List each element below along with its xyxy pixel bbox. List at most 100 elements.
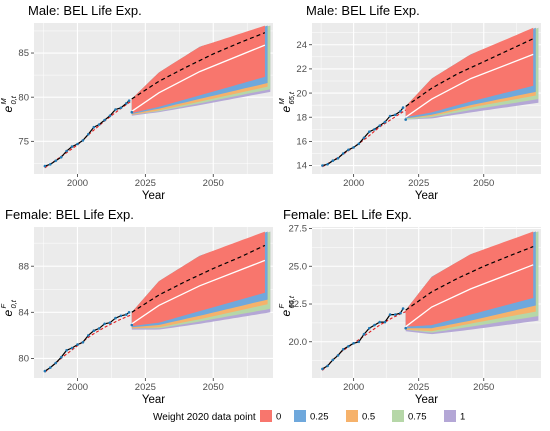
x-tick-label: 2050	[203, 382, 224, 393]
x-tick-label: 2000	[343, 178, 364, 189]
y-axis-label: eM0,t	[0, 95, 18, 112]
x-tick-label: 2050	[473, 178, 494, 189]
y-tick-label: 16	[296, 137, 307, 148]
y-tick-label: 22.5	[289, 299, 308, 310]
observed-point	[336, 354, 340, 357]
observed-point	[404, 118, 408, 121]
observed-point	[43, 164, 47, 168]
observed-point	[65, 349, 68, 352]
observed-point	[378, 320, 382, 324]
observed-point	[108, 114, 112, 117]
y-tick-label: 85	[18, 48, 29, 59]
observed-point	[125, 313, 128, 316]
fan-band-weight-0	[405, 231, 534, 327]
x-tick-label: 2000	[343, 382, 364, 393]
median-projection-line	[131, 44, 266, 112]
observed-point	[331, 358, 335, 362]
observed-point	[341, 348, 345, 351]
panel-male-e0: Male: BEL Life Exp. 2000 2025 2050 75 80 85 Yea…	[0, 3, 273, 202]
y-axis-label-sup: M	[0, 98, 8, 105]
panel-female-e65: Female: BEL Life Exp. 2000 2025 2050 20.0 22.…	[277, 207, 541, 406]
y-tick-label: 80	[18, 354, 29, 365]
observed-point	[76, 142, 79, 146]
x-axis-label: Year	[415, 190, 438, 202]
observed-point	[336, 157, 340, 160]
observed-point	[103, 322, 106, 326]
panel-female-e0: Female: BEL Life Exp. 2000 2025 2050 80 84 88 Y…	[0, 207, 273, 406]
observed-point	[394, 113, 397, 117]
observed-point	[49, 366, 52, 369]
observed-point	[383, 120, 387, 124]
observed-point	[368, 130, 371, 133]
observed-point	[326, 163, 329, 166]
y-tick-label: 22	[296, 64, 307, 75]
observed-point	[119, 106, 123, 110]
fan-band-weight-0	[405, 27, 534, 118]
observed-point	[352, 342, 355, 345]
observed-point	[81, 341, 85, 344]
observed-point	[388, 313, 392, 316]
y-axis-label: eF 65,t	[277, 295, 296, 316]
observed-point	[127, 311, 131, 314]
observed-point	[92, 329, 96, 333]
observed-point	[54, 361, 57, 365]
observed-point	[399, 311, 402, 315]
observed-point	[326, 364, 329, 368]
observed-point	[357, 340, 361, 344]
y-tick-label: 14	[296, 161, 307, 172]
y-axis-label-sub: 65,t	[287, 91, 296, 104]
observed-point	[54, 159, 57, 163]
observed-point	[362, 136, 366, 140]
y-axis-label-sup: M	[277, 98, 286, 105]
observed-point	[368, 326, 371, 330]
y-axis-label-base: e	[1, 106, 15, 113]
observed-point	[401, 106, 405, 109]
y-tick-label: 24	[296, 40, 307, 51]
observed-point	[114, 316, 117, 320]
observed-point	[130, 110, 134, 114]
x-tick-label: 2000	[67, 382, 88, 393]
panel-title: Female: BEL Life Exp.	[283, 207, 412, 222]
x-tick-label: 2025	[135, 178, 156, 189]
panel-title: Male: BEL Life Exp.	[28, 3, 142, 18]
x-tick-label: 2025	[135, 382, 156, 393]
x-axis-label: Year	[142, 394, 165, 406]
observed-point	[373, 128, 376, 131]
legend-label: 0	[276, 412, 281, 423]
observed-point	[401, 307, 405, 310]
observed-point	[59, 356, 63, 359]
y-axis-label: eM 65,t	[277, 91, 296, 112]
y-axis-label-base: e	[1, 310, 15, 317]
observed-point	[130, 323, 134, 327]
legend-swatch-0	[260, 410, 272, 422]
y-axis-label-base: e	[279, 106, 293, 113]
x-axis-label: Year	[415, 394, 438, 406]
y-axis-label-sup: F	[277, 304, 286, 309]
x-tick-label: 2025	[408, 178, 429, 189]
observed-point	[378, 124, 382, 127]
observed-point	[321, 367, 324, 371]
observed-point	[70, 145, 74, 148]
observed-point	[65, 149, 68, 153]
observed-point	[81, 139, 85, 142]
observed-point	[92, 125, 96, 129]
legend-label: 0.25	[310, 412, 329, 423]
panel-title: Female: BEL Life Exp.	[5, 207, 134, 222]
x-tick-label: 2050	[473, 382, 494, 393]
observed-point	[87, 133, 90, 136]
y-tick-label: 27.5	[289, 224, 308, 235]
legend-swatch-0-25	[294, 410, 306, 422]
observed-point	[59, 155, 63, 159]
y-tick-label: 88	[18, 261, 29, 272]
observed-point	[388, 114, 392, 118]
panel-male-e65: Male: BEL Life Exp. 2000 2025 2050 14 16 18 20 2…	[277, 3, 541, 202]
central-projection-line	[131, 32, 266, 100]
observed-point	[76, 343, 79, 346]
y-tick-label: 25.0	[289, 261, 308, 272]
observed-point	[331, 159, 335, 162]
y-axis-label-sub: 65,t	[287, 295, 296, 308]
median-projection-line	[405, 264, 534, 328]
observed-point	[103, 118, 106, 122]
median-projection-line	[131, 259, 266, 325]
observed-point	[119, 314, 123, 318]
